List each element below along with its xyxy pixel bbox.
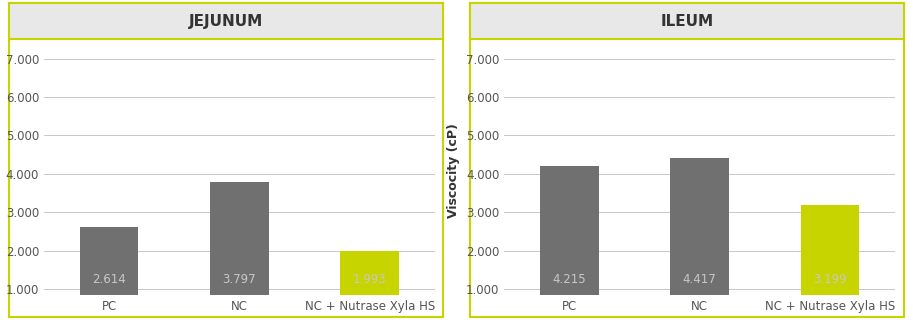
FancyBboxPatch shape [9, 3, 444, 39]
Text: ILEUM: ILEUM [660, 14, 713, 29]
Text: JEJUNUM: JEJUNUM [189, 14, 264, 29]
FancyBboxPatch shape [469, 3, 904, 39]
